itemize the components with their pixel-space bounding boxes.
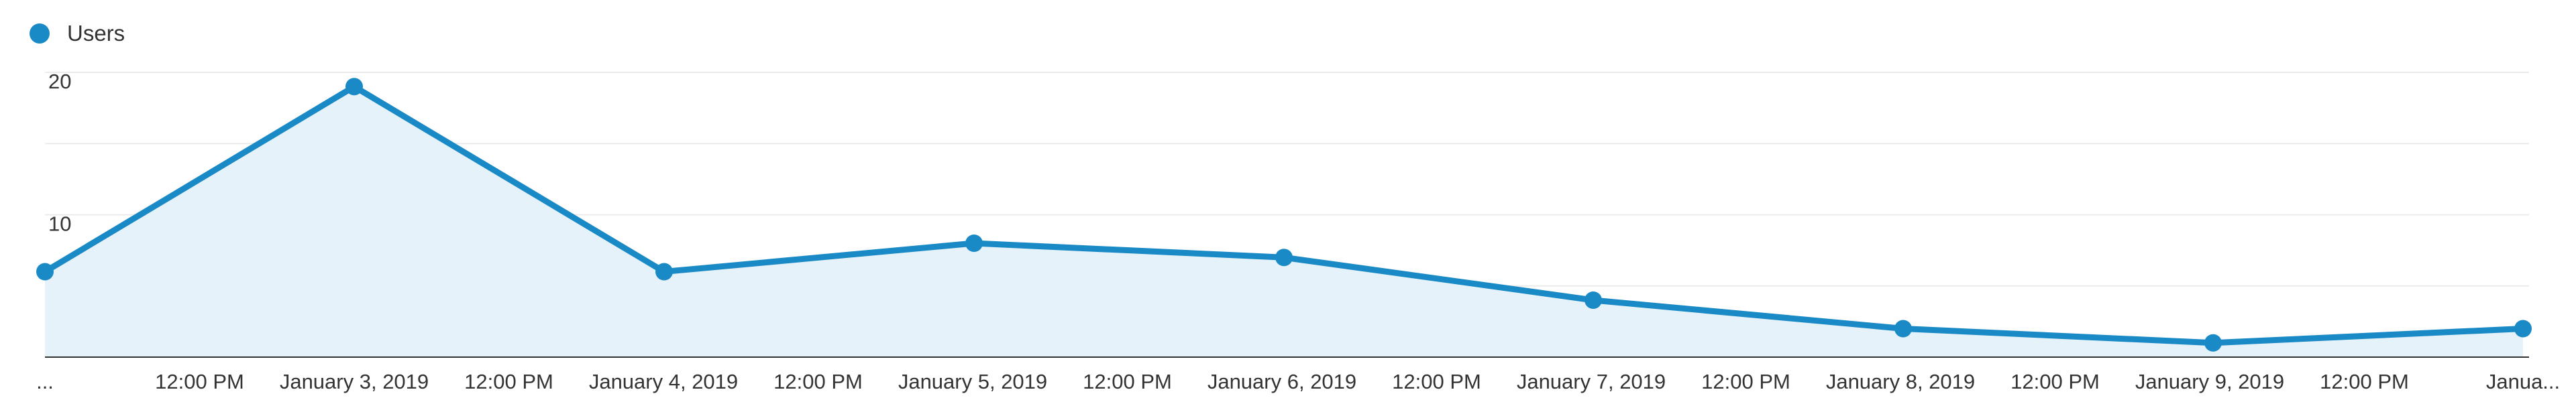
data-point [1894,320,1912,338]
x-axis-ticks: ... 12:00 PM January 3, 2019 12:00 PM Januar… [36,370,2560,393]
data-point [1275,249,1293,267]
data-point [965,235,983,252]
series-area [45,86,2523,357]
x-tick-label: January 9, 2019 [2135,370,2284,393]
x-tick-label: Janua... [2486,370,2560,393]
legend-marker [30,23,50,44]
data-point [345,78,363,96]
x-tick-label: January 7, 2019 [1517,370,1666,393]
x-tick-label: ... [36,370,54,393]
series-points [36,78,2532,352]
x-tick-label: 12:00 PM [773,370,863,393]
y-tick-label: 20 [48,70,71,93]
data-point [2204,334,2222,352]
x-tick-label: 12:00 PM [2320,370,2409,393]
x-tick-label: 12:00 PM [1701,370,1790,393]
data-point [1585,291,1602,309]
x-tick-label: 12:00 PM [2010,370,2100,393]
y-tick-label: 10 [48,212,71,236]
x-tick-label: January 3, 2019 [280,370,429,393]
x-tick-label: January 4, 2019 [589,370,738,393]
x-tick-label: January 8, 2019 [1826,370,1975,393]
data-point [36,263,54,281]
x-tick-label: 12:00 PM [1083,370,1172,393]
x-tick-label: 12:00 PM [464,370,553,393]
x-tick-label: 12:00 PM [155,370,244,393]
x-tick-label: January 6, 2019 [1208,370,1356,393]
x-tick-label: 12:00 PM [1392,370,1481,393]
x-tick-label: January 5, 2019 [898,370,1047,393]
data-point [2514,320,2532,338]
area-fill [45,86,2523,357]
legend[interactable]: Users [30,21,125,46]
data-point [655,263,673,281]
legend-label: Users [67,21,125,46]
